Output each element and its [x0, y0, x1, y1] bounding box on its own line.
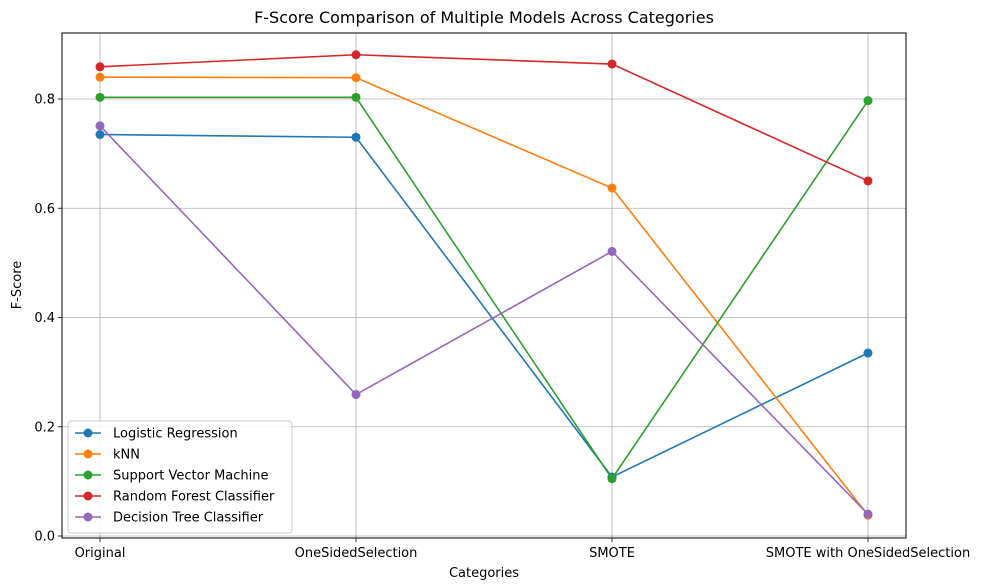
x-tick-label: SMOTE	[589, 546, 635, 561]
series-decision-tree-classifier	[95, 121, 873, 519]
series-line-decision-tree-classifier	[99, 125, 869, 515]
series-line-support-vector-machine	[100, 96, 869, 481]
legend-label: kNN	[113, 448, 140, 463]
y-axis-title: F-Score	[10, 261, 25, 310]
legend-label: Support Vector Machine	[113, 469, 269, 484]
data-point-random-forest-classifier	[95, 62, 105, 72]
y-tick-label: 0.6	[34, 202, 55, 217]
data-point-logistic-regression	[95, 130, 105, 140]
data-point-decision-tree-classifier	[351, 390, 361, 400]
x-axis-title: Categories	[449, 566, 519, 581]
y-tick-label: 0.4	[34, 311, 55, 326]
legend-label: Decision Tree Classifier	[113, 511, 264, 526]
plot-area-frame	[61, 32, 907, 539]
series-random-forest-classifier	[95, 50, 873, 186]
y-tick-label: 0.0	[34, 530, 55, 545]
legend-swatch-marker	[83, 491, 93, 501]
legend-box	[67, 420, 293, 534]
series-line-logistic-regression	[99, 133, 869, 479]
x-tick-label: OneSidedSelection	[295, 546, 418, 561]
data-point-knn	[607, 183, 617, 193]
data-point-support-vector-machine	[863, 96, 873, 106]
data-point-random-forest-classifier	[607, 59, 617, 69]
legend-swatch-marker	[83, 449, 93, 459]
data-point-decision-tree-classifier	[863, 509, 873, 519]
legend-swatch-marker	[83, 512, 93, 522]
data-point-random-forest-classifier	[863, 176, 873, 186]
legend-label: Logistic Regression	[113, 427, 238, 442]
data-point-support-vector-machine	[351, 92, 361, 102]
axis-ticks: Original OneSidedSelection SMOTE SMOTE with…	[34, 93, 970, 562]
legend-swatch-marker	[83, 428, 93, 438]
data-point-decision-tree-classifier	[607, 246, 617, 256]
x-tick-label: Original	[75, 546, 126, 561]
data-point-decision-tree-classifier	[95, 121, 105, 131]
data-point-knn	[95, 72, 105, 82]
x-tick-label: SMOTE with OneSidedSelection	[766, 546, 970, 561]
legend-swatch-marker	[83, 470, 93, 480]
data-point-random-forest-classifier	[351, 50, 361, 60]
series-support-vector-machine	[95, 92, 873, 484]
data-point-logistic-regression	[863, 348, 873, 358]
chart-title: F-Score Comparison of Multiple Models Ac…	[254, 8, 714, 27]
data-point-logistic-regression	[351, 132, 361, 142]
data-point-knn	[351, 73, 361, 83]
y-tick-label: 0.8	[34, 93, 55, 108]
legend-label: Random Forest Classifier	[113, 490, 275, 505]
series-group	[95, 50, 873, 520]
y-tick-label: 0.2	[34, 420, 55, 435]
data-point-support-vector-machine	[95, 92, 105, 102]
legend: Logistic Regression kNN Support Vector Mac…	[67, 420, 293, 534]
series-line-random-forest-classifier	[99, 53, 869, 182]
data-point-support-vector-machine	[607, 474, 617, 484]
series-line-knn	[99, 76, 869, 516]
